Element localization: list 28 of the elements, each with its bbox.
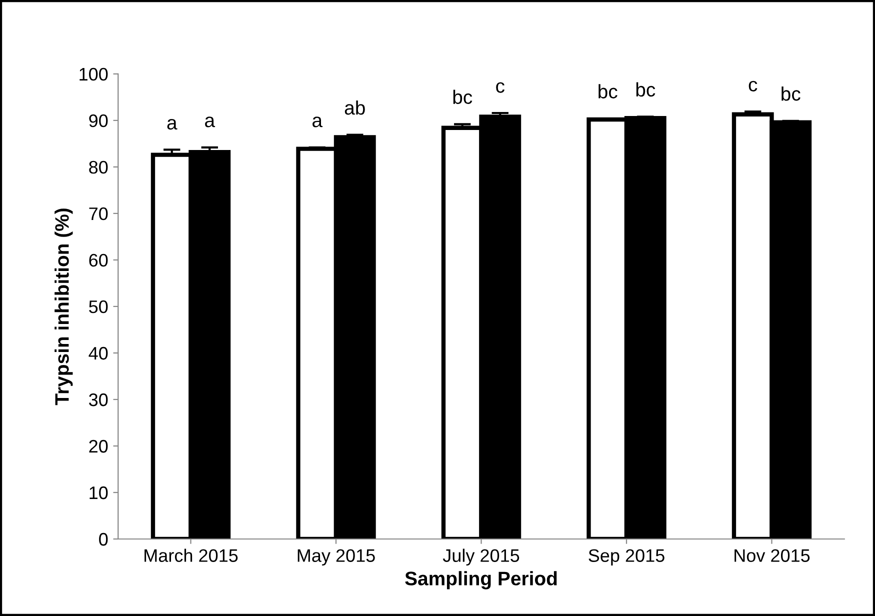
- data-label: bc: [453, 90, 472, 104]
- y-tick-label: 80: [89, 160, 108, 174]
- y-axis-title: Trypsin inhibition (%): [54, 208, 73, 406]
- y-tick-label: 70: [89, 207, 108, 220]
- y-tick-label: 40: [88, 346, 108, 360]
- y-tick-label: 30: [89, 393, 108, 406]
- y-tick-label: 10: [90, 486, 108, 500]
- y-tick-label: 100: [80, 68, 108, 81]
- data-label: a: [205, 116, 216, 128]
- y-tick-label: 60: [89, 254, 108, 267]
- y-tick-label: 50: [89, 300, 108, 314]
- data-label: bc: [598, 84, 618, 98]
- x-tick-label: July 2015: [442, 548, 520, 566]
- x-tick-label: Sep 2015: [588, 549, 664, 566]
- x-tick-label: Nov 2015: [734, 549, 810, 562]
- x-tick-label: March 2015: [144, 548, 238, 562]
- y-tick-label: 90: [89, 114, 108, 128]
- data-label: a: [167, 118, 178, 130]
- x-tick-label: May 2015: [298, 549, 375, 566]
- data-label: c: [496, 82, 504, 93]
- data-label: ab: [344, 100, 365, 115]
- y-tick-label: 0: [99, 532, 108, 546]
- data-label: bc: [636, 82, 656, 97]
- data-label: a: [312, 116, 323, 128]
- data-label: bc: [782, 86, 800, 101]
- y-tick-label: 20: [89, 440, 108, 453]
- data-label: c: [748, 80, 758, 92]
- x-axis-title: Sampling Period: [405, 571, 557, 590]
